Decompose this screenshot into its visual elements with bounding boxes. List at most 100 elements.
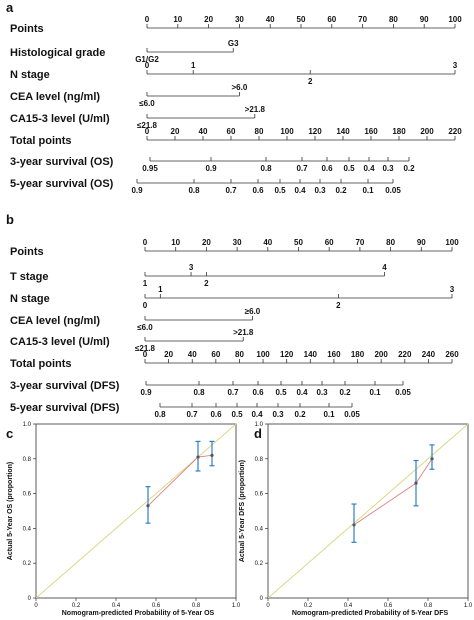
tick-label: 0 (145, 61, 150, 70)
tick-label: 0.9 (140, 388, 152, 397)
tick-label: 90 (417, 238, 426, 247)
tick-label: 0.3 (382, 164, 394, 173)
tick-label: 60 (211, 350, 220, 359)
calibration-point (352, 523, 356, 527)
x-tick-label: 1.0 (232, 603, 241, 609)
tick-label: 0.4 (363, 164, 375, 173)
tick-label: 100 (280, 127, 294, 136)
tick-label: 0.5 (274, 186, 286, 195)
tick-label: 220 (398, 350, 412, 359)
tick-label: 0.8 (193, 388, 205, 397)
tick-label: 3 (450, 285, 455, 294)
tick-label: >21.8 (245, 105, 266, 114)
tick-label: 0.95 (142, 164, 158, 173)
tick-label: 0 (145, 127, 150, 136)
tick-label: 0.6 (252, 388, 264, 397)
y-tick-label: 0 (260, 596, 264, 602)
tick-label: 0.6 (252, 186, 264, 195)
row-label: Total points (10, 135, 72, 147)
y-tick-label: 1.0 (255, 422, 264, 428)
panel-label-b: b (6, 212, 14, 227)
x-tick-label: 0 (34, 603, 38, 609)
tick-label: 80 (386, 238, 395, 247)
tick-label: 160 (327, 350, 341, 359)
y-tick-label: 0.2 (23, 561, 32, 567)
tick-label: 0.4 (296, 388, 308, 397)
tick-label: 140 (304, 350, 318, 359)
x-axis-title: Nomogram-predicted Probability of 5-Year… (62, 610, 215, 617)
calibration-point (196, 455, 200, 459)
tick-label: ≤21.8 (135, 344, 156, 353)
row-label: CA15-3 level (U/ml) (10, 336, 110, 348)
tick-label: 0.05 (344, 410, 360, 419)
calibration-point (430, 457, 434, 461)
x-tick-label: 0.8 (192, 603, 201, 609)
tick-label: 0.5 (275, 388, 287, 397)
tick-label: ≥6.0 (245, 307, 261, 316)
tick-label: 1 (191, 61, 196, 70)
y-tick-label: 0 (28, 596, 32, 602)
tick-label: 20 (164, 350, 173, 359)
tick-label: 0.7 (225, 186, 237, 195)
tick-label: 80 (255, 127, 264, 136)
tick-label: 0 (143, 350, 148, 359)
plot-frame (35, 423, 237, 599)
tick-label: 0.5 (231, 410, 243, 419)
tick-label: 2 (204, 279, 209, 288)
tick-label: 3 (189, 263, 194, 272)
tick-label: 80 (389, 15, 398, 24)
tick-label: 0.05 (385, 186, 401, 195)
tick-label: ≤21.8 (137, 121, 158, 130)
tick-label: 240 (422, 350, 436, 359)
tick-label: 0.3 (272, 410, 284, 419)
y-tick-label: 0.8 (23, 457, 32, 463)
x-tick-label: 0.4 (112, 603, 121, 609)
y-axis-title: Actual 5-Year DFS (proportion) (239, 460, 246, 562)
tick-label: 40 (199, 127, 208, 136)
tick-label: 60 (327, 15, 336, 24)
reference-diagonal-line (267, 423, 469, 599)
row-label: 3-year survival (DFS) (10, 380, 120, 392)
tick-label: 90 (420, 15, 429, 24)
tick-label: 20 (204, 15, 213, 24)
tick-label: G3 (228, 39, 239, 48)
tick-label: 0.9 (131, 186, 143, 195)
tick-label: 10 (171, 238, 180, 247)
tick-label: 1 (158, 285, 163, 294)
x-tick-label: 0.6 (152, 603, 161, 609)
tick-label: 0.2 (294, 410, 306, 419)
tick-label: G1/G2 (135, 55, 159, 64)
tick-label: 0 (143, 301, 148, 310)
x-tick-label: 0 (266, 603, 270, 609)
tick-label: 50 (297, 15, 306, 24)
tick-label: 160 (364, 127, 378, 136)
tick-label: ≤6.0 (137, 323, 153, 332)
tick-label: 0.8 (260, 164, 272, 173)
tick-label: 0 (143, 238, 148, 247)
calibration-point (210, 453, 214, 457)
tick-label: 100 (445, 238, 459, 247)
row-label: N stage (10, 69, 50, 81)
tick-label: 70 (358, 15, 367, 24)
tick-label: 0.1 (369, 388, 381, 397)
tick-label: 0.7 (227, 388, 239, 397)
row-label: Points (10, 23, 44, 35)
tick-label: 140 (336, 127, 350, 136)
row-label: Total points (10, 358, 72, 370)
tick-label: 0.1 (323, 410, 335, 419)
tick-label: 0.9 (205, 164, 217, 173)
row-label: CEA level (ng/ml) (10, 91, 100, 103)
tick-label: 0.8 (188, 186, 200, 195)
y-tick-label: 0.4 (255, 526, 264, 532)
tick-label: 2 (308, 77, 313, 86)
tick-label: 0.6 (210, 410, 222, 419)
tick-label: 200 (420, 127, 434, 136)
tick-label: 0.2 (403, 164, 415, 173)
row-label: 5-year survival (OS) (10, 178, 114, 190)
tick-label: 30 (235, 15, 244, 24)
row-label: Points (10, 246, 44, 258)
y-tick-label: 0.8 (255, 457, 264, 463)
tick-label: 80 (235, 350, 244, 359)
tick-label: 40 (263, 238, 272, 247)
